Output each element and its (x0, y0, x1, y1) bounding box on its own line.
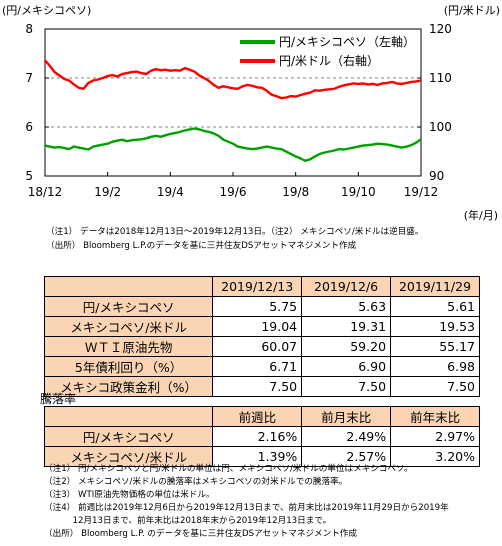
table-cell: 19.31 (301, 316, 392, 337)
table-cell: 6.90 (301, 356, 392, 377)
col-header-year: 前年末比 (390, 406, 480, 427)
x-tick-label: 19/4 (157, 185, 184, 199)
table-corner (43, 276, 214, 297)
left-axis-label: (円/メキシコペソ) (2, 4, 91, 17)
note-bottom-5: 12月13日まで、前年末比は2018年末から2019年12月13日まで。 (44, 516, 332, 526)
col-header-date-2: 2019/12/6 (301, 276, 392, 297)
row-label: メキシコペソ/米ドル (43, 316, 214, 337)
rates-table-header: 2019/12/13 2019/12/6 2019/11/29 (43, 276, 480, 297)
table-cell: 55.17 (390, 336, 480, 357)
y-right-tick-label: 120 (429, 22, 452, 36)
table-cell: 2.49% (301, 426, 392, 447)
legend-label-peso: 円/メキシコペソ（左軸） (279, 34, 415, 49)
col-header-date-1: 2019/12/13 (212, 276, 303, 297)
x-tick-label: 19/10 (341, 185, 376, 199)
table-cell: 7.50 (212, 376, 303, 397)
note-bottom-4: （注4） 前週比は2019年12月6日から2019年12月13日まで、前月末比は… (44, 503, 449, 513)
table-cell: 6.71 (212, 356, 303, 377)
change-table: 前週比 前月末比 前年末比 円/メキシコペソ 2.16% 2.49% 2.97%… (43, 406, 480, 467)
col-header-month: 前月末比 (301, 406, 392, 427)
table-cell: 2.97% (390, 426, 480, 447)
right-axis-label: (円/米ドル) (444, 4, 500, 17)
table-row: メキシコ政策金利（%） 7.50 7.50 7.50 (43, 376, 480, 397)
note-bottom-1: （注1） 円/メキシコペソと円/米ドルの単位は円、メキシコペソ/米ドルの単位はメ… (44, 464, 413, 474)
y-left-tick-label: 7 (25, 71, 33, 85)
table-row: メキシコペソ/米ドル 1.39% 2.57% 3.20% (43, 446, 480, 467)
table-cell: 5.61 (390, 296, 480, 317)
change-table-header: 前週比 前月末比 前年末比 (43, 406, 480, 427)
rates-table: 2019/12/13 2019/12/6 2019/11/29 円/メキシコペソ… (43, 276, 480, 397)
table-cell: 5.75 (212, 296, 303, 317)
y-right-tick-label: 100 (429, 120, 452, 134)
table-row: ＷＴＩ原油先物 60.07 59.20 55.17 (43, 336, 480, 357)
series-line-peso (44, 127, 422, 163)
table-cell: 7.50 (390, 376, 480, 397)
x-tick-label: 19/2 (94, 185, 121, 199)
x-unit-label: (年/月) (464, 208, 498, 222)
y-left-tick-label: 6 (25, 120, 33, 134)
y-left-tick-label: 5 (25, 169, 33, 183)
legend-label-usd: 円/米ドル（右軸） (279, 53, 379, 68)
table-row: 5年債利回り（%） 6.71 6.90 6.98 (43, 356, 480, 377)
note-bottom-3: （注3） WTI原油先物価格の単位は米ドル。 (44, 490, 215, 500)
row-label: ＷＴＩ原油先物 (43, 336, 214, 357)
col-header-week: 前週比 (212, 406, 303, 427)
note-top-2: （出所） Bloomberg L.P.のデータを基に三井住友DSアセットマネジメ… (46, 241, 357, 251)
table-row: 円/メキシコペソ 5.75 5.63 5.61 (43, 296, 480, 317)
note-top-1: （注1） データは2018年12月13日～2019年12月13日。（注2） メキ… (46, 227, 424, 237)
col-header-date-3: 2019/11/29 (390, 276, 480, 297)
x-tick-label: 19/6 (220, 185, 247, 199)
table-cell: 19.53 (390, 316, 480, 337)
y-right-tick-label: 110 (429, 71, 452, 85)
y-right-tick-label: 90 (429, 169, 444, 183)
row-label: 円/メキシコペソ (43, 426, 214, 447)
table-cell: 7.50 (301, 376, 392, 397)
table-row: メキシコペソ/米ドル 19.04 19.31 19.53 (43, 316, 480, 337)
row-label: メキシコペソ/米ドル (43, 446, 214, 467)
table-cell: 2.57% (301, 446, 392, 467)
y-left-tick-label: 8 (25, 22, 33, 36)
table-corner (43, 406, 214, 427)
table-cell: 5.63 (301, 296, 392, 317)
row-label: メキシコ政策金利（%） (43, 376, 214, 397)
note-bottom-6: （出所） Bloomberg L.P. のデータを基に三井住友DSアセットマネジ… (44, 529, 357, 539)
table-cell: 19.04 (212, 316, 303, 337)
table-cell: 1.39% (212, 446, 303, 467)
row-label: 5年債利回り（%） (43, 356, 214, 377)
table-cell: 6.98 (390, 356, 480, 377)
note-bottom-2: （注2） メキシコペソ/米ドルの騰落率はメキシコペソの対米ドルでの騰落率。 (44, 477, 348, 487)
table-cell: 3.20% (390, 446, 480, 467)
table-row: 円/メキシコペソ 2.16% 2.49% 2.97% (43, 426, 480, 447)
x-tick-label: 19/8 (282, 185, 309, 199)
table-cell: 2.16% (212, 426, 303, 447)
series-line-usd (44, 59, 422, 100)
plot-frame (44, 28, 422, 177)
table-cell: 59.20 (301, 336, 392, 357)
x-tick-label: 18/12 (28, 185, 63, 199)
x-tick-label: 19/12 (404, 185, 439, 199)
row-label: 円/メキシコペソ (43, 296, 214, 317)
legend: 円/メキシコペソ（左軸） 円/米ドル（右軸） (240, 34, 415, 68)
table-cell: 60.07 (212, 336, 303, 357)
exchange-rate-chart: (円/メキシコペソ) (円/米ドル) 5 6 7 8 90 100 110 120 18/12 1… (2, 4, 500, 222)
change-table-caption: 騰落率 (40, 392, 77, 406)
